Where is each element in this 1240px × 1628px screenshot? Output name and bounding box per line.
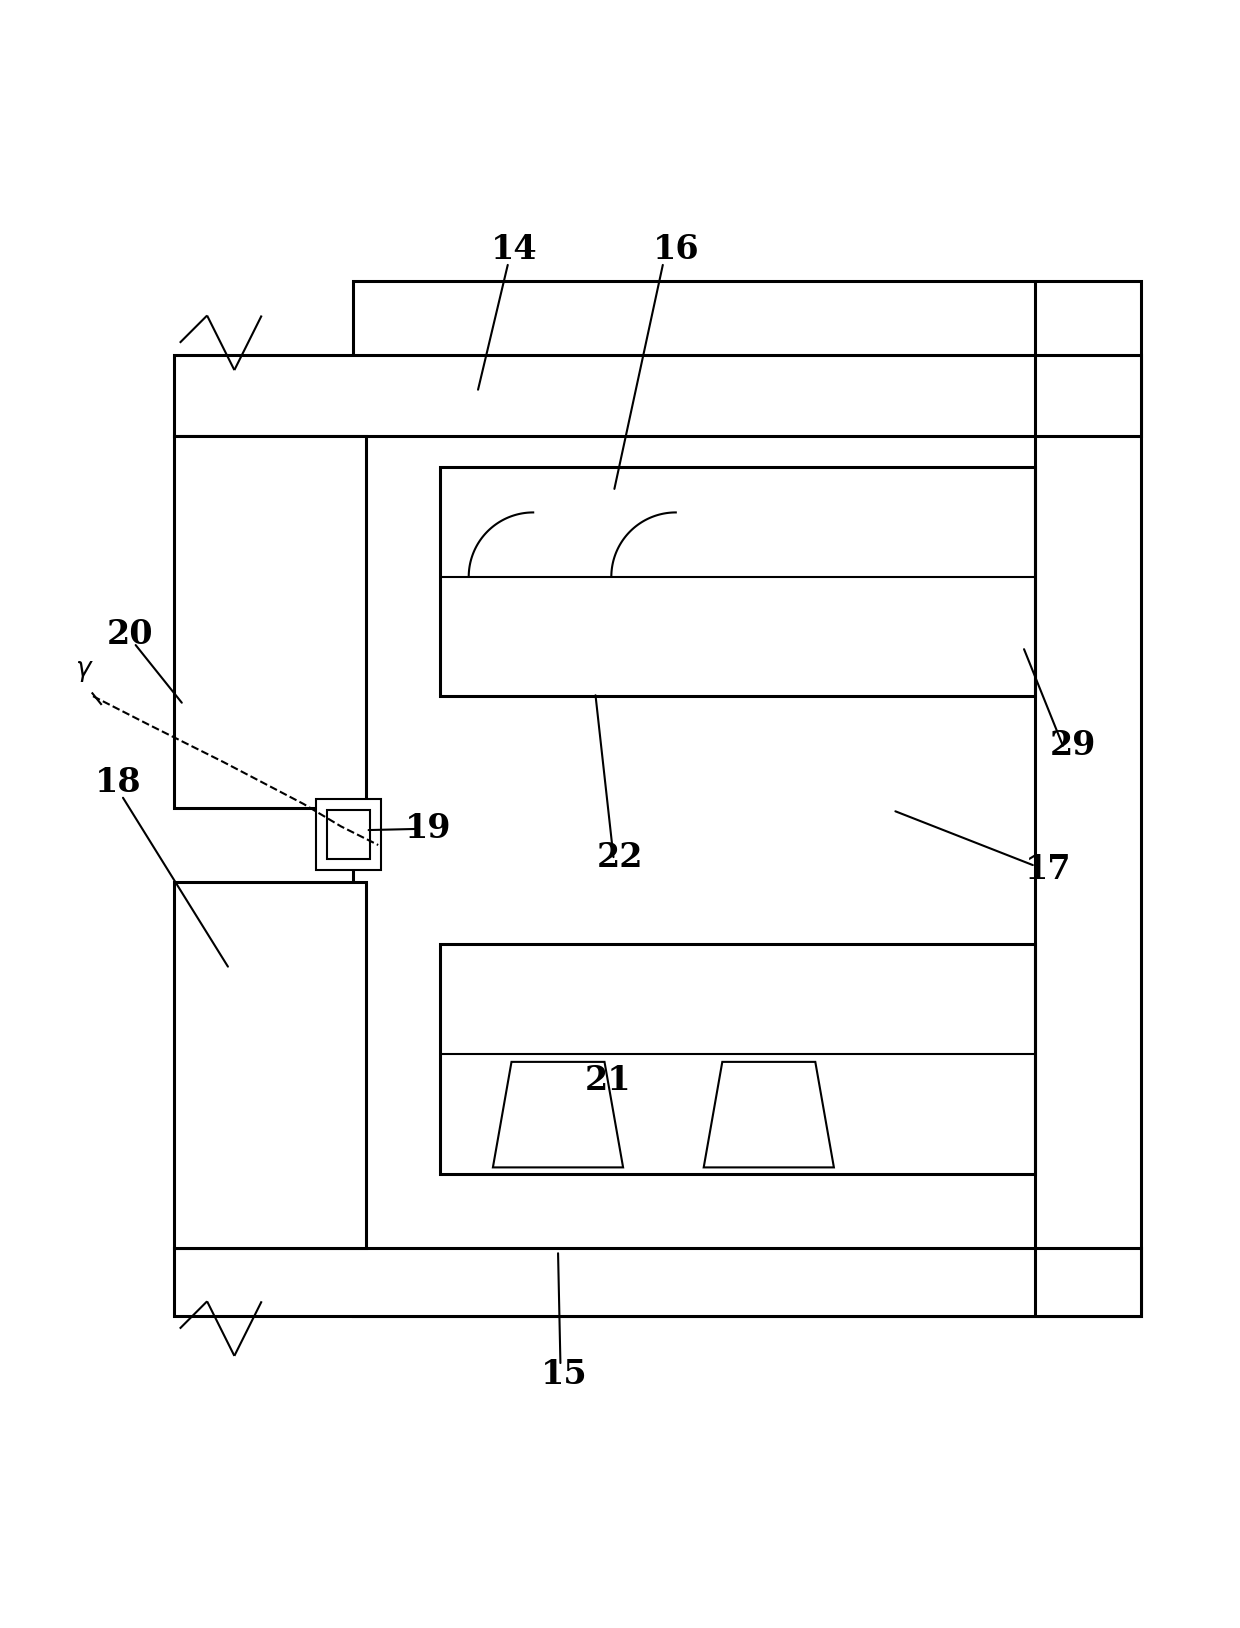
- Bar: [440, 944, 1035, 1174]
- Text: 15: 15: [541, 1358, 588, 1390]
- Text: 16: 16: [652, 233, 699, 267]
- Bar: [174, 1249, 1141, 1315]
- Polygon shape: [492, 1061, 622, 1167]
- Text: 17: 17: [1024, 853, 1071, 886]
- Polygon shape: [704, 1061, 833, 1167]
- Text: $\gamma$: $\gamma$: [74, 659, 94, 684]
- Text: 14: 14: [491, 233, 538, 267]
- Text: 19: 19: [404, 812, 451, 845]
- Text: 29: 29: [1049, 729, 1096, 762]
- Text: 18: 18: [94, 767, 141, 799]
- Bar: [353, 280, 1141, 1315]
- Text: 22: 22: [596, 842, 644, 874]
- Bar: [316, 799, 381, 869]
- Bar: [174, 882, 366, 1249]
- Bar: [174, 436, 366, 807]
- Text: 21: 21: [584, 1065, 631, 1097]
- Bar: [174, 355, 1141, 436]
- Bar: [440, 467, 1035, 697]
- Text: 20: 20: [107, 617, 154, 651]
- Bar: [327, 811, 370, 858]
